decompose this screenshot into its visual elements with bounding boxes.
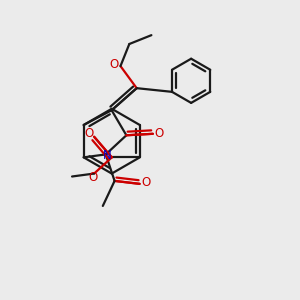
Text: O: O — [110, 58, 118, 71]
Text: O: O — [142, 176, 151, 189]
Text: N: N — [103, 149, 112, 162]
Text: O: O — [88, 172, 97, 184]
Text: O: O — [84, 127, 94, 140]
Text: O: O — [155, 127, 164, 140]
